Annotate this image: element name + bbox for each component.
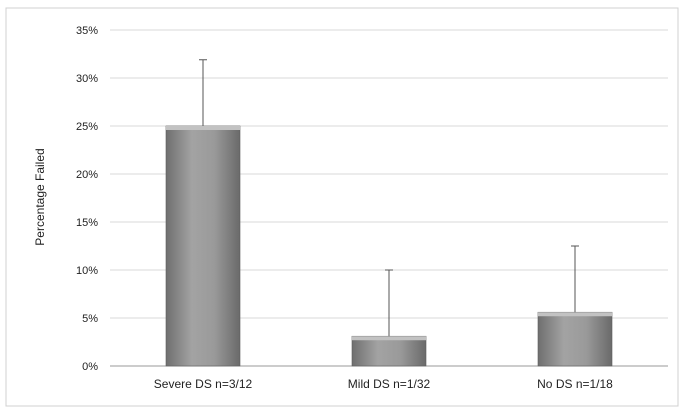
y-tick-label: 15% (76, 217, 98, 229)
y-tick-label: 20% (76, 169, 98, 181)
category-label: Severe DS n=3/12 (154, 377, 253, 391)
plot-frame (5, 7, 679, 407)
y-tick-label: 0% (82, 361, 98, 373)
bar (351, 335, 427, 367)
category-labels: Severe DS n=3/12 Mild DS n=1/32 No DS n=1/… (154, 377, 613, 391)
bars (165, 125, 613, 367)
bar-cap (166, 126, 240, 130)
bar-cap (538, 312, 612, 317)
y-tick-label: 30% (76, 73, 98, 85)
y-axis-title: Percentage Failed (33, 148, 47, 245)
bar (165, 125, 241, 367)
bar (537, 311, 613, 367)
y-tick-label: 5% (82, 313, 98, 325)
bar-cap (352, 336, 426, 341)
error-bars (199, 59, 579, 337)
y-tick-label: 35% (76, 25, 98, 37)
category-label: Mild DS n=1/32 (348, 377, 431, 391)
y-tick-labels: 0% 5% 10% 15% 20% 25% 30% 35% (76, 25, 98, 373)
category-label: No DS n=1/18 (537, 377, 613, 391)
y-tick-label: 25% (76, 121, 98, 133)
y-tick-label: 10% (76, 265, 98, 277)
